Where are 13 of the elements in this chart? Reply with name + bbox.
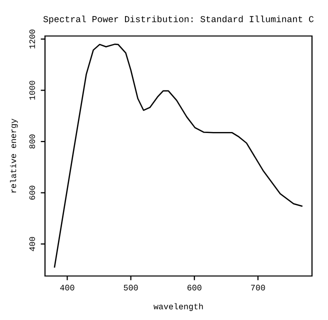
y-tick-label: 1000 [29, 80, 36, 100]
line-series [54, 44, 302, 268]
y-tick-label: 400 [29, 236, 36, 252]
y-tick-label: 1200 [29, 30, 36, 48]
x-tick-label: 700 [251, 284, 265, 290]
y-tick-label: 600 [29, 186, 36, 200]
x-tick-label: 400 [60, 284, 74, 290]
x-tick-label: 600 [188, 284, 202, 290]
x-axis-title: wavelength [154, 303, 203, 311]
y-axis-title: relative energy [10, 118, 18, 193]
chart-title: Spectral Power Distribution: Standard Illuminant C [43, 16, 314, 24]
x-tick-label: 500 [124, 284, 138, 290]
y-tick-label: 800 [29, 134, 36, 148]
